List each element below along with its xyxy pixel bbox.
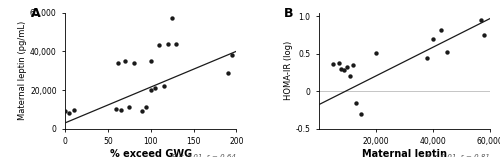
Point — [172, 42, 180, 45]
Point — [352, 101, 360, 104]
Point — [438, 29, 446, 31]
Point — [228, 54, 236, 56]
Point — [121, 60, 129, 62]
Point — [349, 64, 357, 66]
Point — [478, 19, 486, 21]
Text: P < 0.01, r = 0.64: P < 0.01, r = 0.64 — [172, 154, 236, 157]
Point — [116, 109, 124, 112]
Point — [114, 62, 122, 64]
Point — [164, 42, 172, 45]
Point — [480, 34, 488, 36]
Point — [372, 52, 380, 54]
Point — [126, 106, 134, 109]
Text: B: B — [284, 7, 294, 20]
Y-axis label: Maternal leptin (pg/mL): Maternal leptin (pg/mL) — [18, 21, 27, 120]
Point — [160, 85, 168, 87]
Point — [138, 110, 146, 113]
Text: A: A — [30, 7, 40, 20]
Point — [340, 69, 348, 72]
Point — [443, 51, 451, 54]
Point — [146, 89, 154, 91]
Point — [338, 68, 345, 70]
Point — [130, 62, 138, 64]
Point — [112, 108, 120, 111]
Point — [224, 71, 232, 74]
Point — [329, 62, 337, 65]
Point — [70, 109, 78, 112]
Point — [358, 113, 366, 115]
Point — [66, 112, 74, 114]
X-axis label: Maternal leptin: Maternal leptin — [362, 149, 447, 157]
Point — [429, 38, 437, 40]
Point — [151, 87, 159, 89]
Point — [156, 44, 164, 47]
Point — [334, 62, 342, 64]
Point — [346, 75, 354, 78]
Point — [343, 66, 351, 69]
Y-axis label: HOMA-IR (log): HOMA-IR (log) — [284, 41, 292, 100]
Text: P < 0.01, r = 0.81: P < 0.01, r = 0.81 — [426, 154, 490, 157]
Point — [423, 56, 431, 59]
Point — [61, 110, 69, 113]
Point — [168, 17, 176, 20]
X-axis label: % exceed GWG: % exceed GWG — [110, 149, 192, 157]
Point — [146, 60, 154, 62]
Point — [142, 106, 150, 109]
